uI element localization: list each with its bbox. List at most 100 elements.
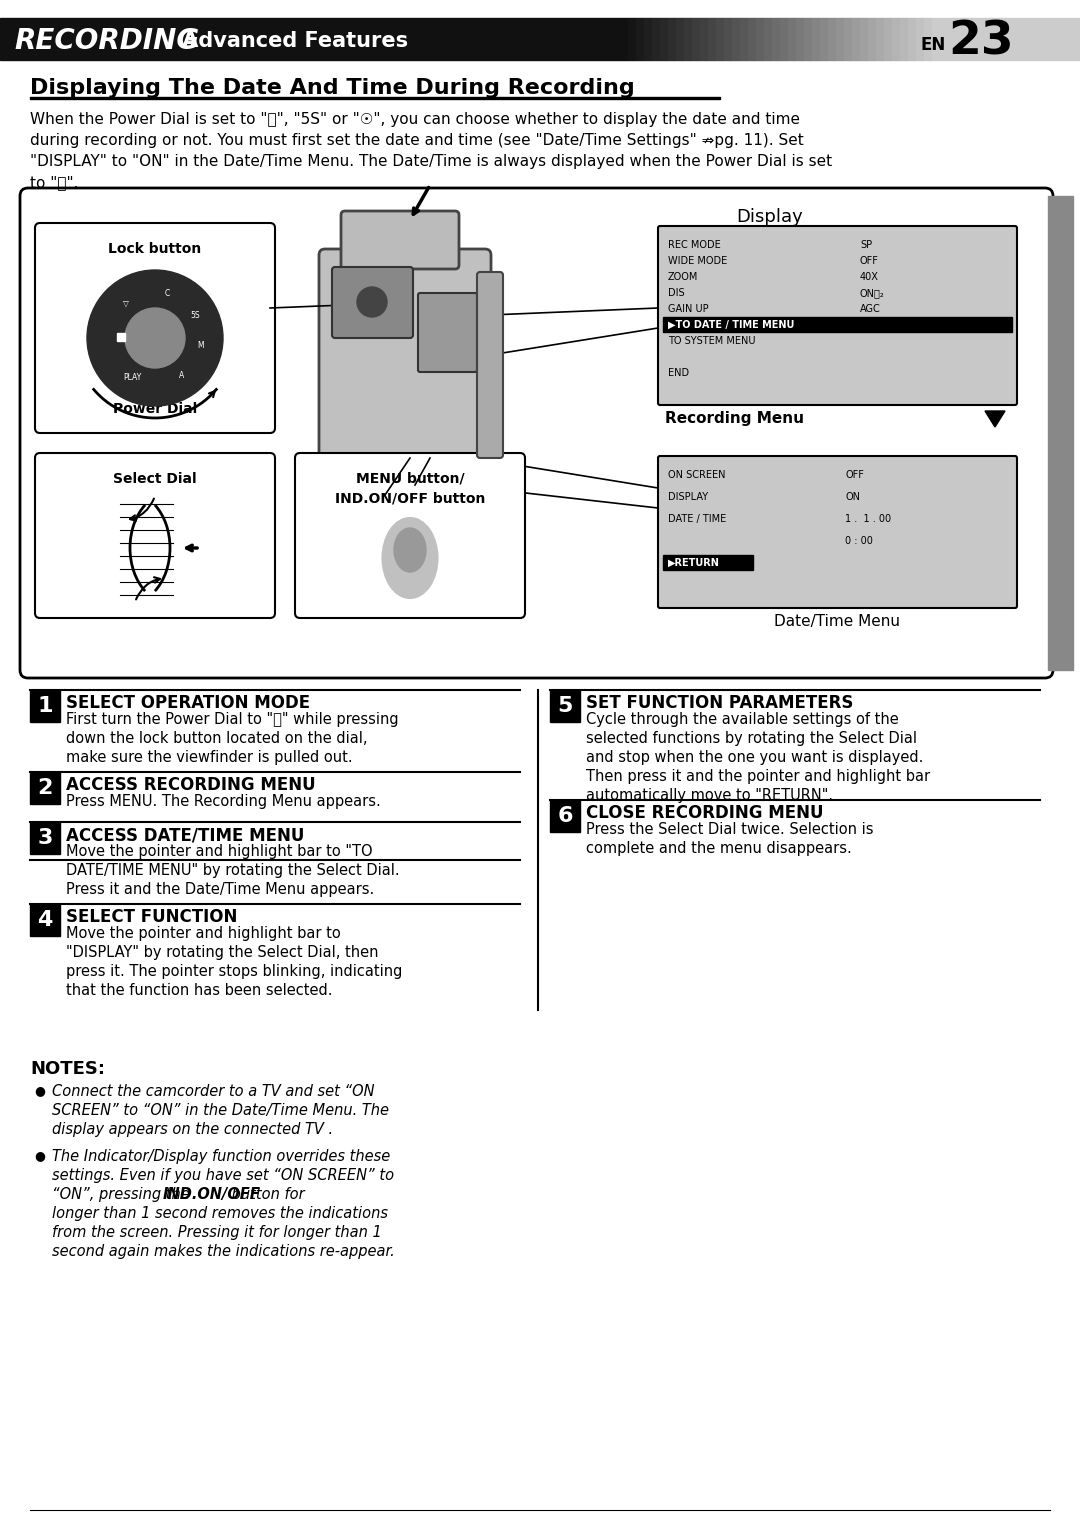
Text: M: M [197, 342, 204, 351]
Circle shape [87, 270, 222, 406]
Text: ACCESS DATE/TIME MENU: ACCESS DATE/TIME MENU [66, 826, 305, 845]
Bar [764, 18, 772, 60]
Text: Display: Display [737, 208, 804, 225]
Text: ACCESS RECORDING MENU: ACCESS RECORDING MENU [66, 776, 315, 794]
Bar [868, 18, 876, 60]
Text: ▽: ▽ [122, 299, 129, 307]
Bar [908, 18, 916, 60]
Text: ON SCREEN: ON SCREEN [669, 471, 726, 480]
Text: ●: ● [33, 1150, 45, 1162]
Text: ONⓡ₂: ONⓡ₂ [860, 288, 885, 297]
Text: ZOOM: ZOOM [669, 271, 699, 282]
Bar [885, 18, 892, 60]
Bar [676, 18, 684, 60]
FancyBboxPatch shape [658, 455, 1017, 609]
Text: 0 : 00: 0 : 00 [845, 537, 873, 546]
Bar [900, 18, 908, 60]
Bar [117, 333, 125, 340]
Text: Move the pointer and highlight bar to "TO: Move the pointer and highlight bar to "T… [66, 845, 373, 858]
Text: REC MODE: REC MODE [669, 241, 720, 250]
Text: Displaying The Date And Time During Recording: Displaying The Date And Time During Reco… [30, 78, 635, 98]
Text: 40X: 40X [860, 271, 879, 282]
Bar [0, 18, 620, 60]
Text: Recording Menu: Recording Menu [665, 411, 804, 426]
Bar [30, 97, 720, 100]
Bar [876, 18, 885, 60]
Text: DISPLAY: DISPLAY [669, 492, 708, 501]
Bar [843, 18, 852, 60]
Text: Then press it and the pointer and highlight bar: Then press it and the pointer and highli… [586, 770, 930, 783]
Text: during recording or not. You must first set the date and time (see "Date/Time Se: during recording or not. You must first … [30, 133, 804, 149]
Text: 6: 6 [557, 806, 572, 826]
Bar [732, 18, 740, 60]
Bar [828, 18, 836, 60]
Text: settings. Even if you have set “ON SCREEN” to: settings. Even if you have set “ON SCREE… [52, 1168, 394, 1183]
Bar [652, 18, 660, 60]
Text: 4: 4 [38, 911, 53, 931]
FancyBboxPatch shape [658, 225, 1017, 405]
Text: SELECT FUNCTION: SELECT FUNCTION [66, 908, 238, 926]
Text: DATE/TIME MENU" by rotating the Select Dial.: DATE/TIME MENU" by rotating the Select D… [66, 863, 400, 878]
Ellipse shape [382, 518, 437, 598]
Text: IND.ON/OFF: IND.ON/OFF [162, 1187, 260, 1202]
Text: WIDE MODE: WIDE MODE [669, 256, 727, 267]
Text: OFF: OFF [845, 471, 864, 480]
Text: DIS: DIS [669, 288, 685, 297]
FancyBboxPatch shape [418, 293, 477, 373]
Text: 5S: 5S [190, 311, 200, 319]
Text: ●: ● [33, 1084, 45, 1098]
Circle shape [125, 308, 185, 368]
Bar [756, 18, 764, 60]
Bar [30, 690, 60, 722]
Text: END: END [669, 368, 689, 379]
Text: SP: SP [860, 241, 873, 250]
Bar [30, 773, 60, 803]
Bar [740, 18, 748, 60]
Bar [924, 18, 932, 60]
Text: MENU button/
IND.ON/OFF button: MENU button/ IND.ON/OFF button [335, 472, 485, 506]
Bar [796, 18, 804, 60]
Text: SCREEN” to “ON” in the Date/Time Menu. The: SCREEN” to “ON” in the Date/Time Menu. T… [52, 1104, 389, 1118]
Text: ▶RETURN: ▶RETURN [669, 558, 720, 569]
Text: longer than 1 second removes the indications: longer than 1 second removes the indicat… [52, 1206, 388, 1220]
Bar [550, 800, 580, 832]
Text: DATE / TIME: DATE / TIME [669, 514, 726, 524]
Bar [772, 18, 780, 60]
Bar [892, 18, 900, 60]
Bar [788, 18, 796, 60]
Text: Press MENU. The Recording Menu appears.: Press MENU. The Recording Menu appears. [66, 794, 381, 809]
Text: Power Dial: Power Dial [113, 402, 198, 415]
FancyBboxPatch shape [35, 452, 275, 618]
Text: Cycle through the available settings of the: Cycle through the available settings of … [586, 711, 899, 727]
Text: PLAY: PLAY [123, 374, 141, 382]
Text: Lock button: Lock button [108, 242, 202, 256]
Bar [30, 822, 60, 854]
Text: Press the Select Dial twice. Selection is: Press the Select Dial twice. Selection i… [586, 822, 874, 837]
Text: RECORDING: RECORDING [14, 28, 199, 55]
FancyBboxPatch shape [332, 267, 413, 337]
Text: 5: 5 [557, 696, 572, 716]
Text: and stop when the one you want is displayed.: and stop when the one you want is displa… [586, 750, 923, 765]
Bar [708, 18, 716, 60]
Bar [932, 18, 940, 60]
Text: OFF: OFF [860, 256, 879, 267]
Text: 1: 1 [37, 696, 53, 716]
Text: Select Dial: Select Dial [113, 472, 197, 486]
Bar [692, 18, 700, 60]
Bar [812, 18, 820, 60]
Polygon shape [985, 411, 1005, 428]
Text: press it. The pointer stops blinking, indicating: press it. The pointer stops blinking, in… [66, 964, 403, 980]
Text: TO SYSTEM MENU: TO SYSTEM MENU [669, 336, 756, 346]
Text: that the function has been selected.: that the function has been selected. [66, 983, 333, 998]
Text: button for: button for [227, 1187, 305, 1202]
Text: ▶TO DATE / TIME MENU: ▶TO DATE / TIME MENU [669, 320, 795, 330]
Text: complete and the menu disappears.: complete and the menu disappears. [586, 842, 852, 855]
Text: down the lock button located on the dial,: down the lock button located on the dial… [66, 731, 367, 747]
Bar [550, 690, 580, 722]
Text: "DISPLAY" by rotating the Select Dial, then: "DISPLAY" by rotating the Select Dial, t… [66, 944, 378, 960]
Bar [627, 18, 636, 60]
Text: AGC: AGC [860, 304, 881, 314]
Text: make sure the viewfinder is pulled out.: make sure the viewfinder is pulled out. [66, 750, 353, 765]
Text: second again makes the indications re-appear.: second again makes the indications re-ap… [52, 1243, 395, 1259]
Text: “ON”, pressing the: “ON”, pressing the [52, 1187, 194, 1202]
